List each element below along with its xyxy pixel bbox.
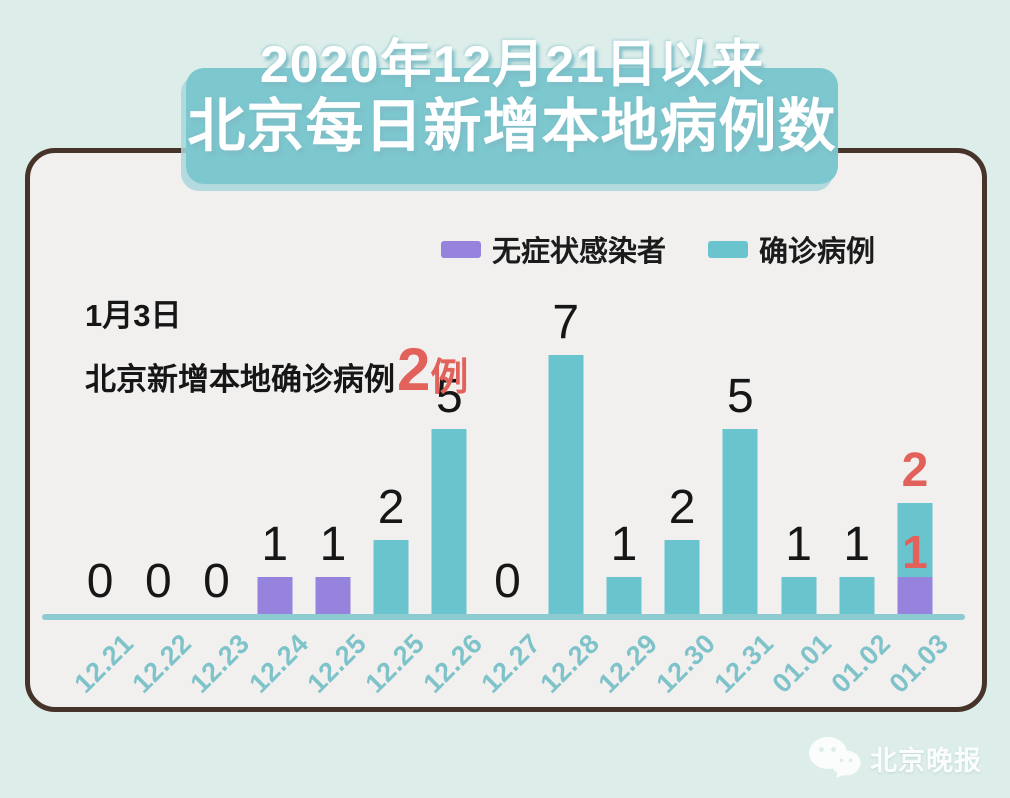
- bar-value-label: 0: [144, 555, 172, 608]
- bar-value-label: 2: [377, 481, 405, 534]
- annotation-value: 2: [397, 336, 431, 403]
- x-axis-line: [42, 614, 965, 620]
- bar-stack: [431, 429, 467, 614]
- bar-segment-asymptomatic: [315, 577, 351, 614]
- bar-value-label: 5: [435, 370, 463, 423]
- bar-value-label: 1: [843, 518, 871, 571]
- legend-swatch-confirmed: [708, 240, 749, 258]
- chart-bar-group: 1 12.29: [592, 274, 663, 699]
- chart-bar-group: 5 12.26: [418, 274, 489, 699]
- bar-segment-confirmed: [431, 429, 467, 614]
- watermark: 北京晚报: [808, 736, 982, 780]
- page-title: 2020年12月21日以来 北京每日新增本地病例数: [186, 36, 838, 160]
- bar-stack: [839, 577, 875, 614]
- bar-value-label: 2: [668, 481, 696, 534]
- bar-stack: [548, 355, 584, 614]
- title-line2: 北京每日新增本地病例数: [187, 94, 837, 159]
- chart-bar-group: 1 01.01: [767, 274, 838, 699]
- title-line1: 2020年12月21日以来: [259, 36, 765, 94]
- chart-bar-group: 2 12.25: [360, 274, 431, 699]
- legend-label-asymptomatic: 无症状感染者: [492, 236, 667, 268]
- title-banner: 2020年12月21日以来 北京每日新增本地病例数: [186, 36, 838, 184]
- chart-bar-group: 0 12.27: [476, 274, 547, 699]
- bar-value-label: 1: [610, 518, 638, 571]
- chart-bar-group: 0 12.21: [69, 274, 140, 699]
- bar-stack: [373, 540, 409, 614]
- bar-segment-confirmed: [373, 540, 409, 614]
- wechat-icon: [809, 737, 861, 778]
- annotation-line2: 北京新增本地确诊病例 2 例: [85, 336, 469, 403]
- chart-bar-group: 5 12.31: [709, 274, 780, 699]
- watermark-source: 北京晚报: [870, 745, 982, 776]
- bar-segment-confirmed: [606, 577, 642, 614]
- chart-bar-group: 1 12.24: [243, 274, 314, 699]
- bar-inner-label: 1: [902, 526, 928, 578]
- bar-segment-confirmed: [664, 540, 700, 614]
- bar-stack: [781, 577, 817, 614]
- bar-value-label: 7: [552, 296, 580, 349]
- bar-stack: [664, 540, 700, 614]
- chart-bar-group: 1 12.25: [301, 274, 372, 699]
- chart-bar-group: 0 12.22: [127, 274, 198, 699]
- bar-value-label: 0: [494, 555, 521, 608]
- bar-segment-asymptomatic: [897, 577, 933, 614]
- legend-item-confirmed: 确诊病例: [708, 228, 875, 270]
- chart-bar-group: 2 12.30: [651, 274, 722, 699]
- annotation-text: 北京新增本地确诊病例: [85, 362, 395, 397]
- bar-value-label: 1: [261, 518, 289, 571]
- bar-segment-confirmed: [839, 577, 875, 614]
- chart-bar-group: 0 12.23: [185, 274, 256, 699]
- bar-value-label: 1: [319, 518, 347, 571]
- bar-segment-asymptomatic: [257, 577, 293, 614]
- chart-bar-group: 7 12.28: [534, 274, 605, 699]
- annotation: 1月3日 北京新增本地确诊病例 2 例: [85, 296, 468, 401]
- annotation-date: 1月3日: [85, 298, 182, 333]
- chart-bar-group: 1 01.02: [825, 274, 896, 699]
- bar-value-label: 5: [726, 370, 754, 423]
- bar-stack: [897, 503, 933, 614]
- bar-segment-confirmed: [897, 503, 933, 577]
- bar-segment-confirmed: [548, 355, 584, 614]
- annotation-unit: 例: [430, 357, 469, 399]
- bar-stack: [257, 577, 293, 614]
- bar-stack: [722, 429, 758, 614]
- bar-value-label: 0: [203, 555, 230, 608]
- legend-label-confirmed: 确诊病例: [759, 236, 876, 268]
- chart-bar-group: 2 1 01.03: [883, 274, 954, 699]
- legend-item-asymptomatic: 无症状感染者: [441, 228, 666, 270]
- bar-segment-confirmed: [722, 429, 758, 614]
- bar-value-label: 1: [785, 518, 812, 571]
- bar-value-label: 2: [901, 444, 929, 497]
- bar-value-label: 0: [86, 555, 114, 608]
- legend-swatch-asymptomatic: [441, 240, 481, 258]
- legend: 无症状感染者 确诊病例: [441, 228, 875, 270]
- bar-stack: [606, 577, 642, 614]
- chart-slots: 0 12.21 0 12.22 0 12.23 1 12.24 1 12.25 2 12.25 5 12.…: [69, 274, 955, 699]
- bar-segment-confirmed: [781, 577, 817, 614]
- bar-stack: [315, 577, 351, 614]
